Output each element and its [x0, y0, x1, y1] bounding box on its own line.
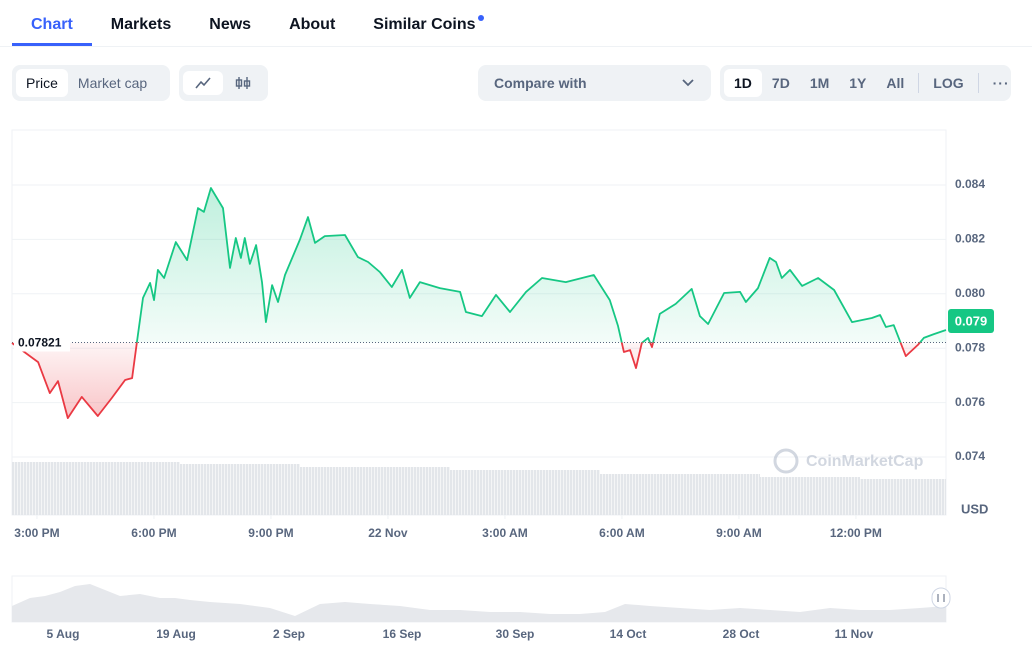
tab-label: Similar Coins [373, 16, 476, 33]
line-icon [195, 77, 211, 89]
tab[interactable]: Markets [110, 16, 172, 33]
range-button[interactable]: All [886, 75, 905, 91]
tabs: Chart Markets News About Similar Coins [12, 0, 495, 46]
more-button[interactable]: ··· [992, 75, 1010, 91]
compare-label: Compare with [494, 75, 587, 91]
compare-dropdown[interactable]: Compare with [478, 65, 711, 101]
watermark-text: CoinMarketCap [806, 453, 924, 470]
y-tick-label: 0.076 [955, 395, 985, 409]
toggle-button[interactable]: Market cap [77, 75, 148, 91]
navigator-label: 2 Sep [273, 627, 305, 641]
baseline-label-bg [14, 333, 70, 352]
chevron [682, 79, 694, 87]
y-tick-label: 0.074 [955, 449, 985, 463]
navigator [11, 575, 947, 623]
new-dot [477, 15, 484, 21]
divider [0, 46, 1032, 47]
area [12, 188, 946, 419]
navigator-label: 19 Aug [156, 627, 196, 641]
watermark: CoinMarketCap [773, 448, 924, 474]
navigator-label: 30 Sep [496, 627, 535, 641]
baseline-label: 0.07821 [18, 336, 62, 350]
x-tick-label: 3:00 PM [14, 526, 59, 540]
navigator-label: 5 Aug [47, 627, 80, 641]
candle-style-button[interactable] [223, 71, 263, 95]
x-tick-label: 22 Nov [368, 526, 408, 540]
separator [977, 73, 979, 93]
separator [918, 73, 920, 93]
candle-icon [235, 77, 251, 89]
tab[interactable]: Similar Coins [354, 0, 494, 46]
range-toggle: 1D 7D 1M 1Y All LOG ··· [720, 65, 1011, 101]
y-tick-label: 0.080 [955, 286, 985, 300]
x-tick-label: 3:00 AM [482, 526, 528, 540]
x-tick-label: 12:00 PM [830, 526, 882, 540]
navigator-label: 14 Oct [610, 627, 647, 641]
toggle-button[interactable]: Price [16, 69, 68, 97]
navigator-handle[interactable] [931, 587, 951, 609]
x-tick-label: 6:00 AM [599, 526, 645, 540]
range-button[interactable]: 1D [724, 69, 762, 97]
volume-bars [12, 462, 946, 515]
tab[interactable]: News [209, 16, 252, 33]
log-button[interactable]: LOG [933, 75, 964, 91]
plot-frame [11, 129, 947, 516]
navigator-label: 11 Nov [835, 627, 874, 641]
navigator-label: 28 Oct [723, 627, 760, 641]
watermark-logo [773, 448, 799, 474]
x-tick-label: 9:00 PM [248, 526, 293, 540]
range-button[interactable]: 1M [809, 75, 830, 91]
x-tick-label: 9:00 AM [716, 526, 762, 540]
y-tick-label: 0.078 [955, 340, 985, 354]
price-line [11, 187, 947, 419]
chart-style-toggle [179, 65, 268, 101]
price-tag [948, 309, 994, 334]
tab[interactable]: Chart [12, 0, 92, 46]
metric-toggle: Price Market cap [12, 65, 170, 101]
range-button[interactable]: 7D [771, 75, 790, 91]
y-unit: USD [961, 501, 988, 516]
line-style-button[interactable] [183, 71, 223, 95]
price-tag-label: 0.079 [955, 313, 988, 328]
y-tick-label: 0.084 [955, 177, 985, 191]
x-tick-label: 6:00 PM [131, 526, 176, 540]
navigator-label: 16 Sep [383, 627, 422, 641]
handle-grip [937, 594, 945, 602]
navigator-area [12, 584, 946, 622]
y-tick-label: 0.082 [955, 232, 985, 246]
range-button[interactable]: 1Y [849, 75, 867, 91]
tab[interactable]: About [289, 16, 336, 33]
